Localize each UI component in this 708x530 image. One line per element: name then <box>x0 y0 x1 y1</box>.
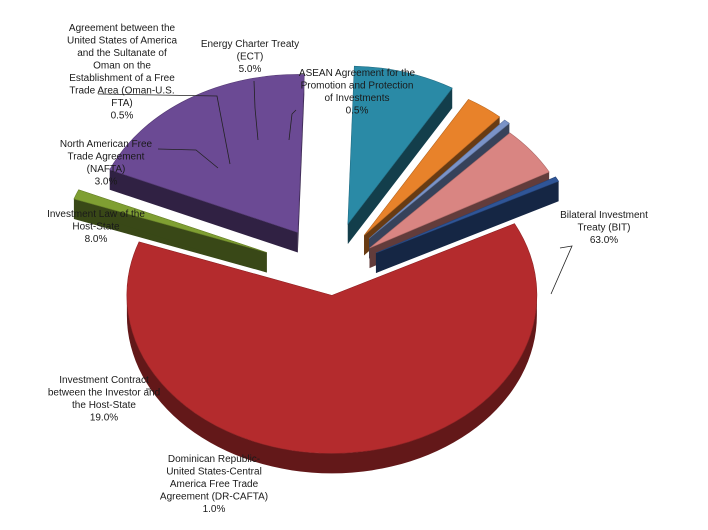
slice-value-label: 1.0% <box>203 504 226 515</box>
slice-label: ASEAN Agreement for the Promotion and Pro… <box>299 68 416 117</box>
pie-slice-side <box>347 88 453 245</box>
slice-name-line: Agreement (DR-CAFTA) <box>160 492 268 503</box>
pie-slice-6 <box>368 119 510 239</box>
slice-name-line: between the Investor and <box>48 388 160 399</box>
slice-value-label: 0.5% <box>346 106 369 117</box>
slice-name-line: the Host-State <box>72 400 136 411</box>
slice-value-label: 63.0% <box>590 235 618 246</box>
pie-slice-side <box>375 181 559 274</box>
slice-label: North American Free Trade Agreement (NAFTA… <box>60 139 153 188</box>
slice-value-label: 0.5% <box>111 111 134 122</box>
slice-label: Investment Law of the Host-State 8.0% <box>47 209 145 245</box>
slice-label: Bilateral Investment Treaty (BIT) 63.0% <box>560 210 648 246</box>
slice-label: Agreement between the United States of Am… <box>67 23 177 122</box>
slice-name-line: Investment Contract <box>59 375 149 386</box>
pie-slice-1 <box>126 223 538 454</box>
slice-name-line: and the Sultanate of <box>77 48 167 59</box>
slice-name-line: ASEAN Agreement for the <box>299 68 416 79</box>
leader-line <box>550 245 573 295</box>
slice-value-label: 5.0% <box>239 64 262 75</box>
slice-name-line: Oman on the <box>93 61 151 72</box>
pie-slice-5 <box>363 99 501 236</box>
pie-slice-2 <box>73 189 267 253</box>
slice-name-line: United States of America <box>67 36 177 47</box>
slice-name-line: Bilateral Investment <box>560 210 648 221</box>
slice-name-line: FTA) <box>111 98 132 109</box>
leader-line <box>253 80 259 141</box>
slice-value-label: 3.0% <box>95 177 118 188</box>
leader-line <box>97 93 231 165</box>
pie-slice-8 <box>375 176 560 254</box>
slice-name-line: America Free Trade <box>170 479 259 490</box>
slice-name-line: Trade Area (Oman-U.S. <box>69 86 174 97</box>
slice-label: Dominican Republic- United States-Central… <box>160 454 268 515</box>
pie-slices <box>73 65 560 474</box>
pie-slice-4 <box>347 65 453 225</box>
slice-name-line: Dominican Republic- <box>168 454 260 465</box>
slice-label: Energy Charter Treaty (ECT) 5.0% <box>201 39 299 75</box>
slice-name-line: (ECT) <box>237 52 264 63</box>
slice-value-label: 8.0% <box>85 234 108 245</box>
slice-name-line: of Investments <box>324 93 389 104</box>
leader-line <box>288 109 297 141</box>
slice-value-label: 19.0% <box>90 413 118 424</box>
slice-name-line: Investment Law of the <box>47 209 145 220</box>
pie-slice-side <box>109 169 298 253</box>
slice-labels: Bilateral Investment Treaty (BIT) 63.0% Dom… <box>47 23 648 515</box>
slice-name-line: United States-Central <box>166 467 262 478</box>
slice-name-line: Agreement between the <box>69 23 176 34</box>
slice-name-line: Establishment of a Free <box>69 73 175 84</box>
slice-name-line: Trade Agreement <box>68 152 145 163</box>
slice-name-line: Promotion and Protection <box>301 81 414 92</box>
pie-slice-7 <box>369 132 550 249</box>
slice-name-line: (NAFTA) <box>87 164 126 175</box>
slice-name-line: Host-State <box>72 222 120 233</box>
slice-name-line: Treaty (BIT) <box>578 223 631 234</box>
slice-label: Investment Contract between the Investor … <box>48 375 160 424</box>
leader-line <box>157 148 219 169</box>
leader-lines <box>97 80 573 390</box>
slice-name-line: Energy Charter Treaty <box>201 39 299 50</box>
slice-name-line: North American Free <box>60 139 153 150</box>
